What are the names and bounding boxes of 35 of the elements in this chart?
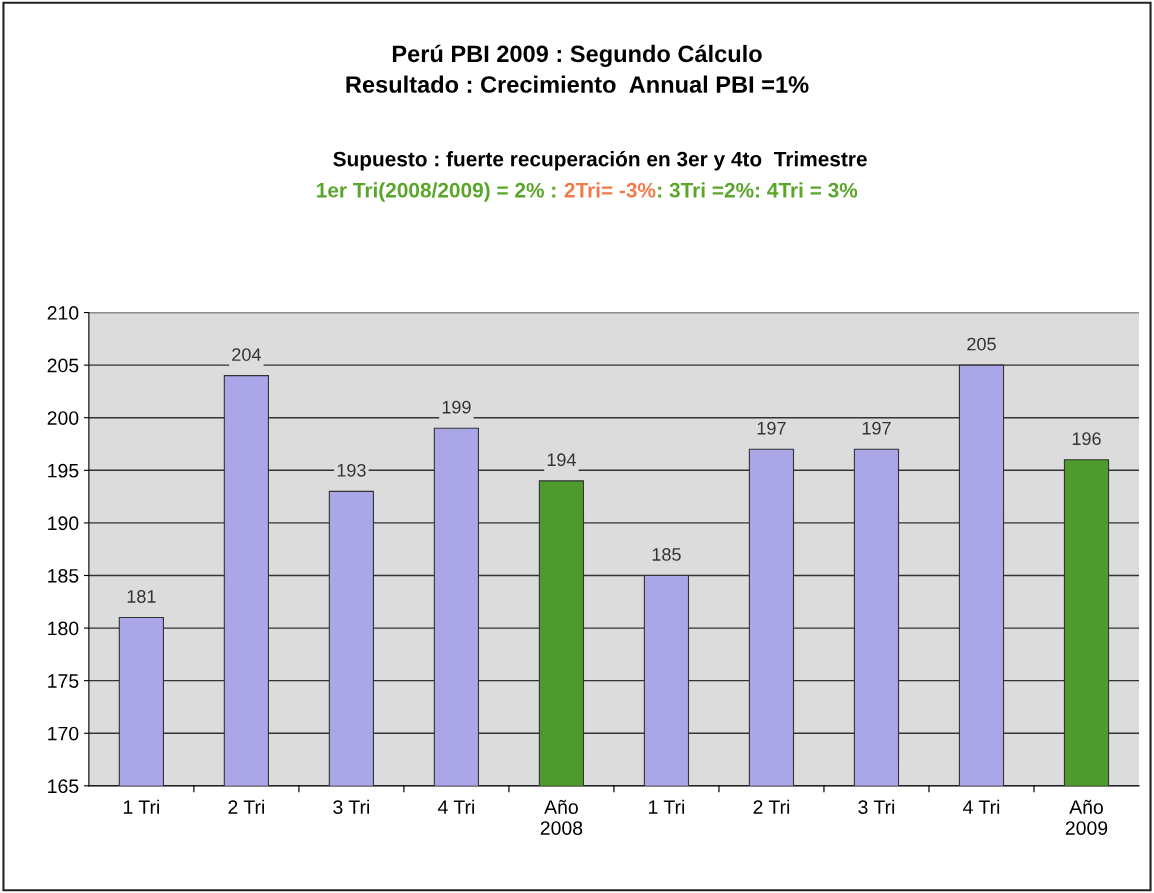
x-tick-label: 3 Tri	[333, 799, 369, 815]
text: 1er Tri(2008/2009) = 2% :	[317, 182, 556, 202]
y-tick-label: 165	[48, 779, 79, 794]
y-tick-label: 185	[48, 568, 79, 583]
x-tick-label: 1 Tri	[649, 799, 685, 814]
chart-subtitle: Supuesto : fuerte recuperación en 3er y 4to Trimestre	[333, 150, 867, 171]
y-tick-label: 200	[47, 411, 79, 425]
text: 2Tri= -3%	[564, 182, 656, 198]
y-tick-label: 170	[48, 726, 79, 741]
y-tick-label: 210	[47, 306, 79, 320]
data-label: 193	[337, 463, 366, 477]
x-tick-label: 4 Tri	[437, 799, 475, 814]
x-tick-label: 2 Tri	[753, 799, 790, 814]
x-tick-label: 3 Tri	[858, 799, 895, 815]
data-label: 197	[757, 421, 786, 435]
data-label: 204	[232, 348, 261, 361]
data-label: 185	[652, 548, 681, 561]
x-tick-label: Año 2009	[1065, 799, 1108, 835]
data-label: 194	[547, 453, 576, 467]
x-tick-label: 4 Tri	[963, 799, 1000, 814]
data-label: 197	[862, 421, 891, 435]
data-label: 181	[127, 590, 156, 603]
data-label: 199	[442, 400, 471, 414]
data-label: 205	[967, 337, 996, 351]
x-tick-label: 2 Tri	[228, 799, 264, 814]
y-tick-label: 205	[47, 358, 79, 373]
text: : 3Tri =2%: 4Tri = 3%	[658, 182, 858, 198]
x-tick-label: Año 2008	[540, 799, 583, 835]
y-tick-label: 180	[48, 621, 79, 636]
y-tick-label: 190	[48, 516, 79, 531]
chart-title: Perú PBI 2009 : Segundo Cálculo Resultado : Crecimiento Annual PBI =1%	[346, 44, 809, 93]
y-tick-label: 195	[48, 463, 79, 478]
data-label: 196	[1072, 432, 1101, 446]
x-tick-label: 1 Tri	[123, 799, 159, 814]
y-tick-label: 175	[48, 674, 79, 688]
